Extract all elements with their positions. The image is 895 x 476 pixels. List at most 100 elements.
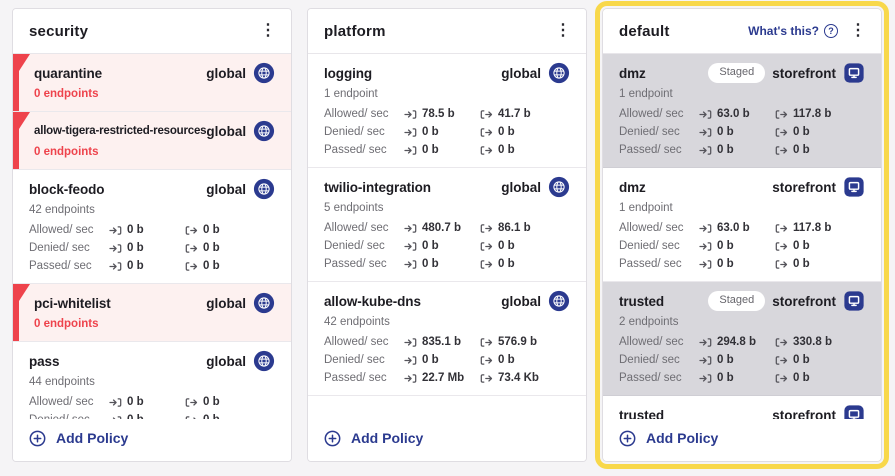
stat-egress: 0 b (775, 126, 810, 138)
egress-arrow-icon (775, 223, 788, 234)
stat-label: Denied/ sec (619, 354, 680, 366)
stat-egress: 0 b (480, 240, 515, 252)
egress-arrow-icon (185, 261, 198, 272)
policy-name: quarantine (34, 65, 103, 81)
egress-value: 0 b (793, 354, 810, 366)
stat-ingress: 0 b (699, 372, 775, 384)
policy-card[interactable]: trusted Staged storefront 2 endpoints Allowe… (603, 282, 881, 396)
stat-label: Allowed/ sec (29, 396, 94, 408)
policy-card-header: dmz storefront (619, 176, 865, 198)
tier-header: platform ⋮ (308, 9, 586, 54)
stat-label: Passed/ sec (324, 258, 387, 270)
stat-egress: 117.8 b (775, 108, 831, 120)
policy-card[interactable]: trusted storefront (603, 396, 881, 419)
policy-name: pci-whitelist (34, 295, 111, 311)
staged-badge: Staged (708, 63, 766, 83)
policy-card[interactable]: quarantine global 0 endpoints (13, 54, 291, 112)
endpoints-count: 44 endpoints (29, 376, 95, 388)
ingress-arrow-icon (699, 373, 712, 384)
egress-value: 0 b (498, 258, 515, 270)
policy-card[interactable]: allow-kube-dns global 42 endpoints Allowed/… (308, 282, 586, 396)
egress-arrow-icon (480, 241, 493, 252)
traffic-stats: Allowed/ sec 63.0 b 117.8 b Denied/ sec 0 b 0… (619, 107, 865, 157)
egress-value: 576.9 b (498, 336, 537, 348)
policy-card-meta: global (206, 62, 275, 84)
traffic-stats: Allowed/ sec 835.1 b 576.9 b Denied/ sec 0 b… (324, 335, 570, 385)
stat-row: Passed/ sec 0 b 0 b (324, 257, 570, 271)
global-scope-icon (548, 176, 570, 198)
policy-card[interactable]: logging global 1 endpoint Allowed/ sec 78.5 … (308, 54, 586, 168)
stat-label: Passed/ sec (29, 260, 92, 272)
policy-card-header: dmz Staged storefront (619, 62, 865, 84)
egress-arrow-icon (480, 109, 493, 120)
kebab-menu-icon[interactable]: ⋮ (847, 21, 869, 41)
ingress-arrow-icon (404, 259, 417, 270)
kebab-menu-icon[interactable]: ⋮ (552, 21, 574, 41)
stat-egress: 0 b (775, 258, 810, 270)
global-scope-icon (253, 178, 275, 200)
stat-ingress: 0 b (404, 126, 480, 138)
policy-scope: storefront (772, 293, 836, 309)
ingress-arrow-icon (404, 373, 417, 384)
policy-card[interactable]: block-feodo global 42 endpoints Allowed/ se… (13, 170, 291, 284)
policy-scope: global (206, 295, 246, 311)
stat-label: Allowed/ sec (324, 108, 389, 120)
policy-scope: global (206, 353, 246, 369)
tier-title: platform (324, 22, 386, 40)
kebab-menu-icon[interactable]: ⋮ (257, 21, 279, 41)
add-policy-button[interactable]: Add Policy (619, 429, 718, 448)
ingress-arrow-icon (404, 241, 417, 252)
policy-card[interactable]: dmz Staged storefront 1 endpoint Allowed/ se… (603, 54, 881, 168)
plus-circle-icon (619, 430, 636, 447)
stat-ingress: 0 b (699, 354, 775, 366)
egress-arrow-icon (185, 243, 198, 254)
stat-label: Passed/ sec (619, 372, 682, 384)
stat-row: Passed/ sec 0 b 0 b (29, 259, 275, 273)
stat-egress: 0 b (185, 224, 220, 236)
stat-row: Denied/ sec 0 b 0 b (29, 241, 275, 255)
policy-card-header: pci-whitelist global (34, 292, 275, 314)
stat-ingress: 0 b (109, 414, 185, 419)
whats-this-link[interactable]: What's this?? (748, 24, 838, 38)
policy-card[interactable]: pci-whitelist global 0 endpoints (13, 284, 291, 342)
stat-egress: 576.9 b (480, 336, 537, 348)
policy-card[interactable]: twilio-integration global 5 endpoints Allow… (308, 168, 586, 282)
plus-circle-icon (324, 430, 341, 447)
ingress-arrow-icon (699, 145, 712, 156)
ingress-arrow-icon (109, 397, 122, 408)
policy-card[interactable]: allow-tigera-restricted-resources global 0… (13, 112, 291, 170)
tier-header-actions: ⋮ (257, 21, 279, 41)
stat-label: Passed/ sec (619, 144, 682, 156)
egress-arrow-icon (480, 355, 493, 366)
egress-value: 117.8 b (793, 222, 832, 234)
endpoints-count: 42 endpoints (324, 316, 390, 328)
policy-card[interactable]: dmz storefront 1 endpoint Allowed/ sec 63.0 … (603, 168, 881, 282)
endpoints-count: 0 endpoints (34, 88, 99, 100)
egress-value: 0 b (203, 396, 220, 408)
egress-value: 0 b (793, 144, 810, 156)
policy-card-header: trusted storefront (619, 404, 865, 419)
stat-row: Allowed/ sec 480.7 b 86.1 b (324, 221, 570, 235)
policy-card[interactable]: pass global 44 endpoints Allowed/ sec 0 b 0 b… (13, 342, 291, 419)
global-scope-icon (253, 292, 275, 314)
ingress-value: 0 b (717, 258, 734, 270)
stat-ingress: 78.5 b (404, 108, 480, 120)
ingress-value: 0 b (717, 240, 734, 252)
ingress-value: 0 b (422, 258, 439, 270)
stat-ingress: 63.0 b (699, 222, 775, 234)
add-policy-button[interactable]: Add Policy (324, 429, 423, 448)
policy-name: trusted (619, 293, 665, 309)
ingress-value: 0 b (717, 354, 734, 366)
policy-scope: storefront (772, 179, 836, 195)
add-policy-button[interactable]: Add Policy (29, 429, 128, 448)
egress-value: 41.7 b (498, 108, 531, 120)
ingress-value: 0 b (717, 372, 734, 384)
policy-scope: global (501, 293, 541, 309)
policy-name: logging (324, 65, 373, 81)
stat-ingress: 0 b (109, 224, 185, 236)
tier-header-actions: What's this?? ⋮ (748, 21, 869, 41)
endpoints-count: 2 endpoints (619, 316, 679, 328)
ingress-arrow-icon (404, 127, 417, 138)
stat-ingress: 835.1 b (404, 336, 480, 348)
